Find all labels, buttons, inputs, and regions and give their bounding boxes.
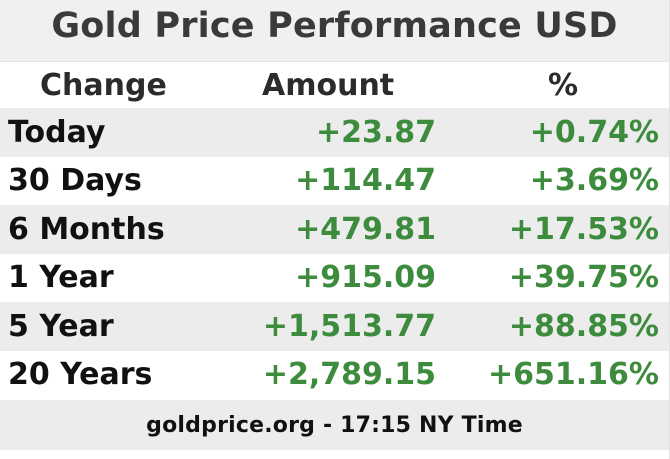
row-amount: +2,789.15 <box>262 357 436 393</box>
widget-title: Gold Price Performance USD <box>51 5 618 46</box>
source-footer[interactable]: goldprice.org - 17:15 NY Time <box>0 400 669 450</box>
row-percent: +3.69% <box>529 163 659 199</box>
header-amount: Amount <box>262 67 395 103</box>
row-amount: +1,513.77 <box>262 308 436 344</box>
row-percent: +88.85% <box>508 308 659 344</box>
row-period: 6 Months <box>8 211 165 247</box>
row-percent: +651.16% <box>488 357 659 393</box>
row-amount: +479.81 <box>295 211 436 247</box>
header-percent: % <box>548 67 579 103</box>
row-period: 1 Year <box>8 260 114 296</box>
table-header: Change Amount % <box>0 62 669 108</box>
row-period: 30 Days <box>8 163 142 199</box>
row-amount: +23.87 <box>315 114 436 150</box>
table-row: 20 Years +2,789.15 +651.16% <box>0 351 669 400</box>
row-period: 5 Year <box>8 308 114 344</box>
row-period: 20 Years <box>8 357 153 393</box>
table-row: 1 Year +915.09 +39.75% <box>0 254 669 303</box>
row-percent: +17.53% <box>508 211 659 247</box>
row-percent: +0.74% <box>529 114 659 150</box>
row-amount: +915.09 <box>295 260 436 296</box>
row-amount: +114.47 <box>295 163 436 199</box>
table-row: 30 Days +114.47 +3.69% <box>0 157 669 206</box>
header-change: Change <box>40 67 167 103</box>
table-row: Today +23.87 +0.74% <box>0 108 669 157</box>
table-row: 6 Months +479.81 +17.53% <box>0 205 669 254</box>
row-percent: +39.75% <box>508 260 659 296</box>
table-row: 5 Year +1,513.77 +88.85% <box>0 302 669 351</box>
row-period: Today <box>8 114 106 150</box>
title-bar: Gold Price Performance USD <box>0 0 669 62</box>
